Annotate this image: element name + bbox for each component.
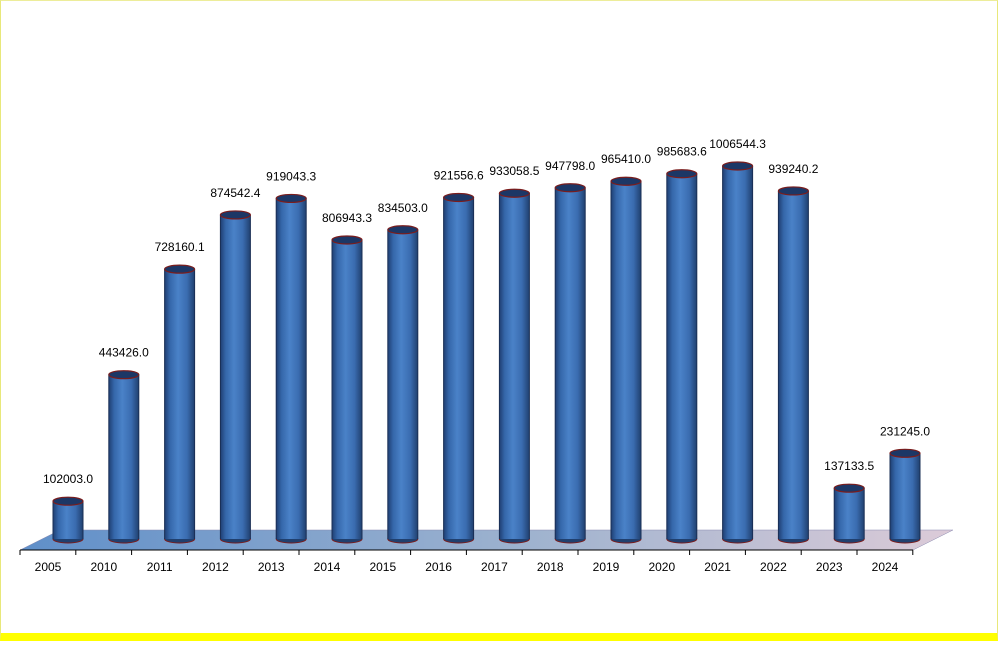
bar-top [52, 496, 84, 506]
bar-2021 [721, 161, 754, 544]
x-tick-label-2011: 2011 [147, 560, 173, 574]
data-label-2024: 231245.0 [880, 424, 930, 438]
data-label-2023: 137133.5 [824, 459, 874, 473]
bar-2014 [331, 235, 363, 544]
x-tick-label-2016: 2016 [425, 560, 452, 574]
bar-body [499, 193, 530, 539]
data-label-2019: 965410.0 [601, 152, 651, 166]
bar-body [220, 214, 251, 540]
x-tick-label-2021: 2021 [704, 560, 731, 574]
bars-group [52, 161, 921, 544]
bar-top [275, 193, 307, 204]
x-tick-label-2015: 2015 [369, 560, 396, 574]
chart-floor [19, 529, 954, 551]
bar-body [611, 181, 641, 539]
data-label-2013: 919043.3 [266, 169, 316, 183]
bar-2018 [554, 183, 586, 544]
bar-top [666, 169, 698, 179]
x-tick-label-2023: 2023 [816, 560, 843, 574]
bar-2010 [108, 370, 140, 544]
bar-2005 [52, 496, 84, 544]
bar-top [108, 370, 140, 380]
x-tick-label-2005: 2005 [35, 560, 62, 574]
bar-top [443, 192, 475, 203]
data-label-2018: 947798.0 [545, 159, 595, 173]
data-label-2021: 1006544.3 [709, 137, 766, 151]
data-labels: 102003.0 443426.0 728160.1 874542.4 919043.3… [43, 137, 930, 486]
data-label-2011: 728160.1 [155, 240, 205, 254]
data-label-2012: 874542.4 [210, 186, 260, 200]
bar-body [387, 229, 418, 539]
bar-top [777, 186, 810, 196]
data-label-2005: 102003.0 [43, 472, 93, 486]
bar-2013 [275, 193, 307, 544]
data-label-2017: 933058.5 [489, 164, 539, 178]
bar-body [332, 239, 362, 540]
bar-top [331, 235, 363, 245]
bar-2024 [889, 448, 921, 544]
bar-body [276, 198, 307, 540]
x-axis-tick-labels: 2005 2010 2011 2012 2013 2014 2015 2016 2017 2018… [35, 560, 899, 574]
x-tick-label-2014: 2014 [314, 560, 341, 574]
bar-body [834, 488, 865, 539]
bar-top [833, 483, 865, 493]
x-axis-ticks [19, 550, 914, 555]
x-tick-label-2010: 2010 [90, 560, 117, 574]
x-tick-label-2020: 2020 [648, 560, 675, 574]
bar-2020 [666, 169, 698, 544]
bar-body [890, 453, 920, 539]
data-label-2020: 985683.6 [657, 145, 707, 159]
data-label-2022: 939240.2 [768, 162, 818, 176]
bar-2011 [164, 264, 196, 544]
bar-top [889, 448, 921, 458]
bar-top [219, 210, 251, 220]
bar-2017 [498, 188, 531, 544]
data-label-2015: 834503.0 [378, 201, 428, 215]
bar-2015 [387, 225, 419, 544]
bar-body [53, 501, 83, 539]
data-label-2016: 921556.6 [434, 168, 484, 182]
x-tick-label-2013: 2013 [258, 560, 285, 574]
bar-top [164, 264, 196, 274]
bar-body [778, 190, 809, 539]
bar-top [554, 183, 586, 193]
data-label-2014: 806943.3 [322, 211, 372, 225]
x-tick-label-2022: 2022 [760, 560, 787, 574]
bar-body [722, 166, 753, 539]
data-label-2010: 443426.0 [99, 346, 149, 360]
bar-top [610, 176, 642, 186]
bar-body [443, 197, 474, 539]
x-tick-label-2024: 2024 [872, 560, 899, 574]
bar-body [164, 269, 195, 539]
x-tick-label-2012: 2012 [202, 560, 229, 574]
bar-top [498, 188, 531, 198]
bar-body [555, 187, 586, 539]
bar-2016 [443, 192, 475, 544]
bar-top [721, 161, 754, 171]
bar-2012 [219, 210, 251, 544]
x-tick-label-2017: 2017 [481, 560, 508, 574]
bar-body [108, 374, 139, 539]
bar-2019 [610, 176, 642, 544]
x-tick-label-2018: 2018 [537, 560, 564, 574]
x-tick-label-2019: 2019 [593, 560, 620, 574]
bar-top [387, 225, 419, 235]
bar-2022 [777, 186, 810, 544]
bar-body [666, 173, 697, 539]
bar-2023 [833, 483, 865, 544]
